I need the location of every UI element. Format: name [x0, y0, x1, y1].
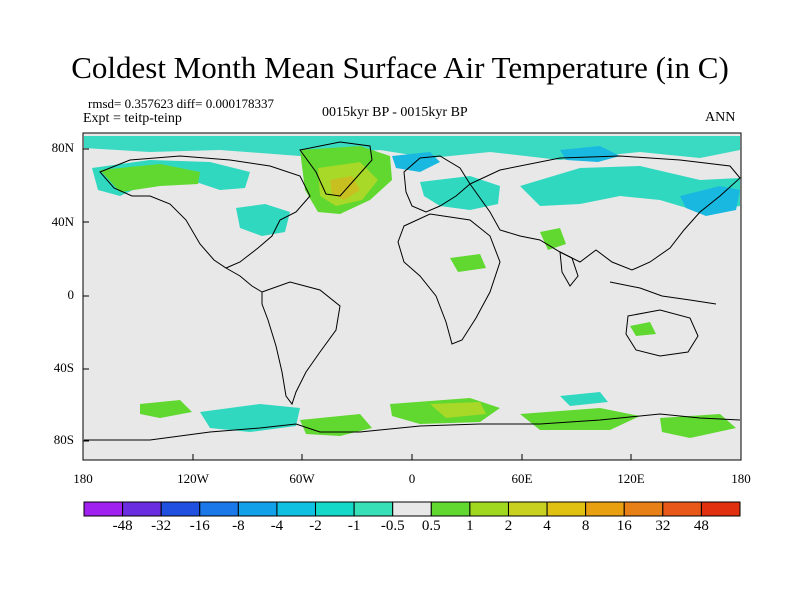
maritime-asia-coast: [609, 281, 717, 305]
colorbar-label: -2: [309, 518, 322, 534]
y-tick-label: 0: [67, 287, 75, 302]
colorbar-label: 0.5: [421, 518, 441, 534]
southern-ocean-cool: [200, 404, 300, 432]
colorbar-label: -48: [112, 518, 133, 534]
east-asia-cooler: [680, 186, 740, 216]
period-label: 0015kyr BP - 0015kyr BP: [322, 105, 468, 120]
greenland-coast: [299, 141, 373, 197]
southern-ocean-warm-1: [140, 400, 192, 418]
map-title: Coldest Month Mean Surface Air Temperatu…: [71, 50, 729, 85]
colorbar-swatch: [160, 501, 201, 517]
colorbar-swatch: [507, 501, 548, 517]
north-america-warm: [100, 164, 200, 192]
experiment-label: Expt = teitp-teinp: [83, 111, 182, 126]
sahara-warm: [450, 254, 486, 272]
colorbar-swatch: [315, 501, 355, 517]
colorbar-swatch: [662, 501, 702, 517]
central-asia-warm: [540, 228, 566, 250]
australia-coast: [625, 309, 699, 357]
y-tick-label: 40S: [53, 360, 74, 375]
colorbar-label: 48: [693, 518, 709, 534]
colorbar-label: 4: [543, 518, 551, 534]
south-america-coast: [261, 281, 341, 406]
colorbar-label: 2: [504, 518, 513, 534]
africa-coast: [397, 213, 501, 345]
southern-ocean-cool-2: [560, 392, 608, 406]
x-tick-label: 60W: [289, 471, 315, 486]
colorbar-label: -0.5: [380, 518, 405, 534]
southern-ocean-warm-4: [520, 408, 640, 430]
colorbar-label: -16: [189, 518, 210, 534]
india-coast: [559, 251, 579, 287]
australia-warm: [630, 322, 656, 336]
colorbar-swatch: [700, 501, 741, 517]
x-tick-label: 60E: [511, 471, 533, 486]
x-tick-label: 120E: [617, 471, 645, 486]
southern-ocean-warm-2: [300, 414, 372, 436]
colorbar-swatch: [83, 501, 124, 517]
season-label: ANN: [705, 110, 736, 125]
asia-coast: [469, 155, 741, 271]
colorbar-swatch: [392, 501, 432, 517]
colorbar-swatch: [430, 501, 471, 517]
x-tick-label: 180: [731, 471, 751, 486]
colorbar-swatch: [585, 501, 625, 517]
colorbar-label: 32: [655, 518, 671, 534]
colorbar-swatch: [122, 501, 162, 517]
colorbar-label: -32: [151, 518, 172, 534]
colorbar-swatch: [353, 501, 394, 517]
coastlines: [84, 141, 741, 441]
colorbar-swatch: [199, 501, 239, 517]
colorbar-swatch: [237, 501, 278, 517]
x-tick-label: 120W: [177, 471, 209, 486]
colorbar-swatch: [469, 501, 509, 517]
axis-tick-marks: [83, 148, 632, 460]
colorbar-label: -8: [232, 518, 245, 534]
x-tick-label: 0: [408, 471, 416, 486]
y-tick-label: 80S: [53, 432, 74, 447]
y-tick-label: 40N: [51, 214, 74, 229]
southern-ocean-warm-5: [660, 414, 736, 438]
central-america-coast: [225, 267, 263, 293]
north-america-coast: [99, 155, 311, 269]
colorbar-label: 1: [466, 518, 474, 534]
southern-ocean-warmer: [430, 402, 486, 418]
colorbar-label: -4: [270, 518, 284, 534]
europe-coast: [403, 155, 471, 213]
y-tick-label: 80N: [51, 140, 74, 155]
rmsd-diff-stats: rmsd= 0.357623 diff= 0.000178337: [88, 96, 274, 111]
antarctica-coast: [84, 413, 741, 441]
colorbar-label: 8: [581, 518, 590, 534]
colorbar-label: -1: [347, 518, 361, 534]
x-tick-label: 180: [73, 471, 93, 486]
colorbar-swatch: [276, 501, 317, 517]
colorbar-swatch: [623, 501, 664, 517]
colorbar-swatch: [546, 501, 587, 517]
colorbar-label: 16: [616, 518, 632, 534]
